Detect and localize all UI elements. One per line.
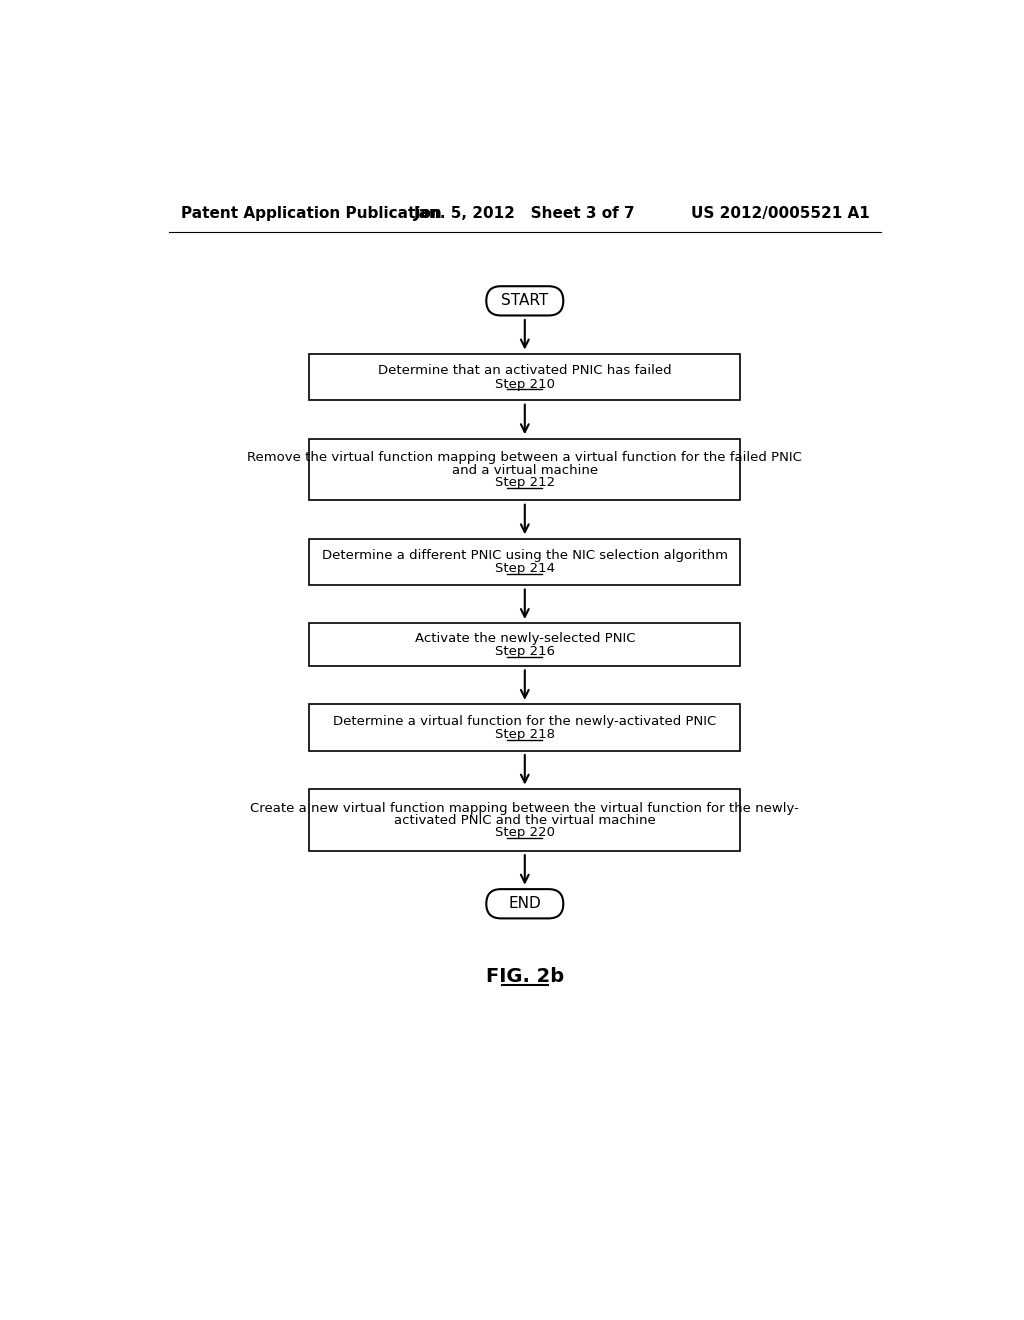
Bar <box>309 789 740 850</box>
Bar <box>309 438 740 500</box>
Bar <box>309 539 740 585</box>
Text: Determine that an activated PNIC has failed: Determine that an activated PNIC has fai… <box>378 364 672 378</box>
Text: activated PNIC and the virtual machine: activated PNIC and the virtual machine <box>394 814 655 828</box>
Text: US 2012/0005521 A1: US 2012/0005521 A1 <box>691 206 869 222</box>
Text: Step 214: Step 214 <box>495 562 555 576</box>
Text: Step 216: Step 216 <box>495 645 555 659</box>
FancyBboxPatch shape <box>486 890 563 919</box>
Text: Determine a virtual function for the newly-activated PNIC: Determine a virtual function for the new… <box>333 714 717 727</box>
Text: and a virtual machine: and a virtual machine <box>452 463 598 477</box>
Text: Step 220: Step 220 <box>495 826 555 840</box>
Text: Jan. 5, 2012   Sheet 3 of 7: Jan. 5, 2012 Sheet 3 of 7 <box>414 206 636 222</box>
Bar <box>309 354 740 400</box>
Text: Step 218: Step 218 <box>495 727 555 741</box>
Text: Remove the virtual function mapping between a virtual function for the failed PN: Remove the virtual function mapping betw… <box>248 451 802 465</box>
Text: Activate the newly-selected PNIC: Activate the newly-selected PNIC <box>415 632 635 645</box>
Text: FIG. 2b: FIG. 2b <box>485 966 564 986</box>
Text: Patent Application Publication: Patent Application Publication <box>180 206 441 222</box>
Bar <box>309 623 740 665</box>
Text: Step 212: Step 212 <box>495 477 555 490</box>
Bar <box>309 705 740 751</box>
Text: Determine a different PNIC using the NIC selection algorithm: Determine a different PNIC using the NIC… <box>322 549 728 562</box>
FancyBboxPatch shape <box>486 286 563 315</box>
Text: START: START <box>501 293 549 309</box>
Text: END: END <box>509 896 541 911</box>
Text: Create a new virtual function mapping between the virtual function for the newly: Create a new virtual function mapping be… <box>250 801 800 814</box>
Text: Step 210: Step 210 <box>495 378 555 391</box>
